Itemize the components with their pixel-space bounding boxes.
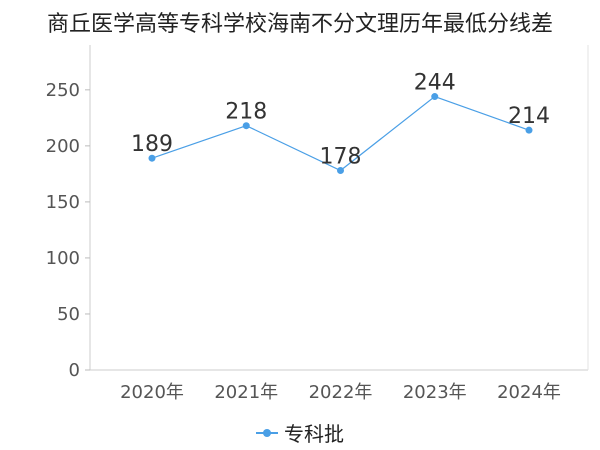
x-tick-label: 2021年 [214, 382, 278, 403]
x-tick-label: 2020年 [120, 382, 184, 403]
data-label: 189 [131, 132, 173, 157]
data-point[interactable] [525, 126, 533, 134]
x-tick-label: 2022年 [309, 382, 373, 403]
legend[interactable]: 专科批 [0, 418, 600, 447]
chart-title: 商丘医学高等专科学校海南不分文理历年最低分线差 [46, 12, 553, 37]
data-point[interactable] [242, 122, 250, 130]
y-tick-label: 200 [46, 136, 80, 157]
series-layer: 189 218 178 244 214 [131, 71, 550, 175]
y-tick-label: 0 [69, 360, 80, 381]
y-tick-label: 250 [46, 80, 80, 101]
chart-axes [89, 45, 589, 371]
y-tick-label: 100 [46, 248, 80, 269]
legend-label: 专科批 [284, 422, 344, 446]
y-tick-label: 150 [46, 192, 80, 213]
data-label: 244 [414, 71, 456, 96]
legend-marker-icon [256, 427, 278, 439]
data-point[interactable] [431, 93, 439, 101]
data-label: 178 [320, 145, 362, 170]
data-label: 214 [508, 104, 550, 129]
x-axis-ticks: 2020年 2021年 2022年 2023年 2024年 [120, 382, 561, 403]
x-tick-label: 2024年 [497, 382, 561, 403]
data-point[interactable] [148, 154, 156, 162]
data-point[interactable] [337, 167, 344, 175]
y-tick-label: 50 [57, 304, 80, 325]
y-axis-ticks: 0 50 100 150 200 250 [46, 80, 90, 381]
data-label: 218 [225, 100, 267, 125]
x-tick-label: 2023年 [403, 382, 467, 403]
